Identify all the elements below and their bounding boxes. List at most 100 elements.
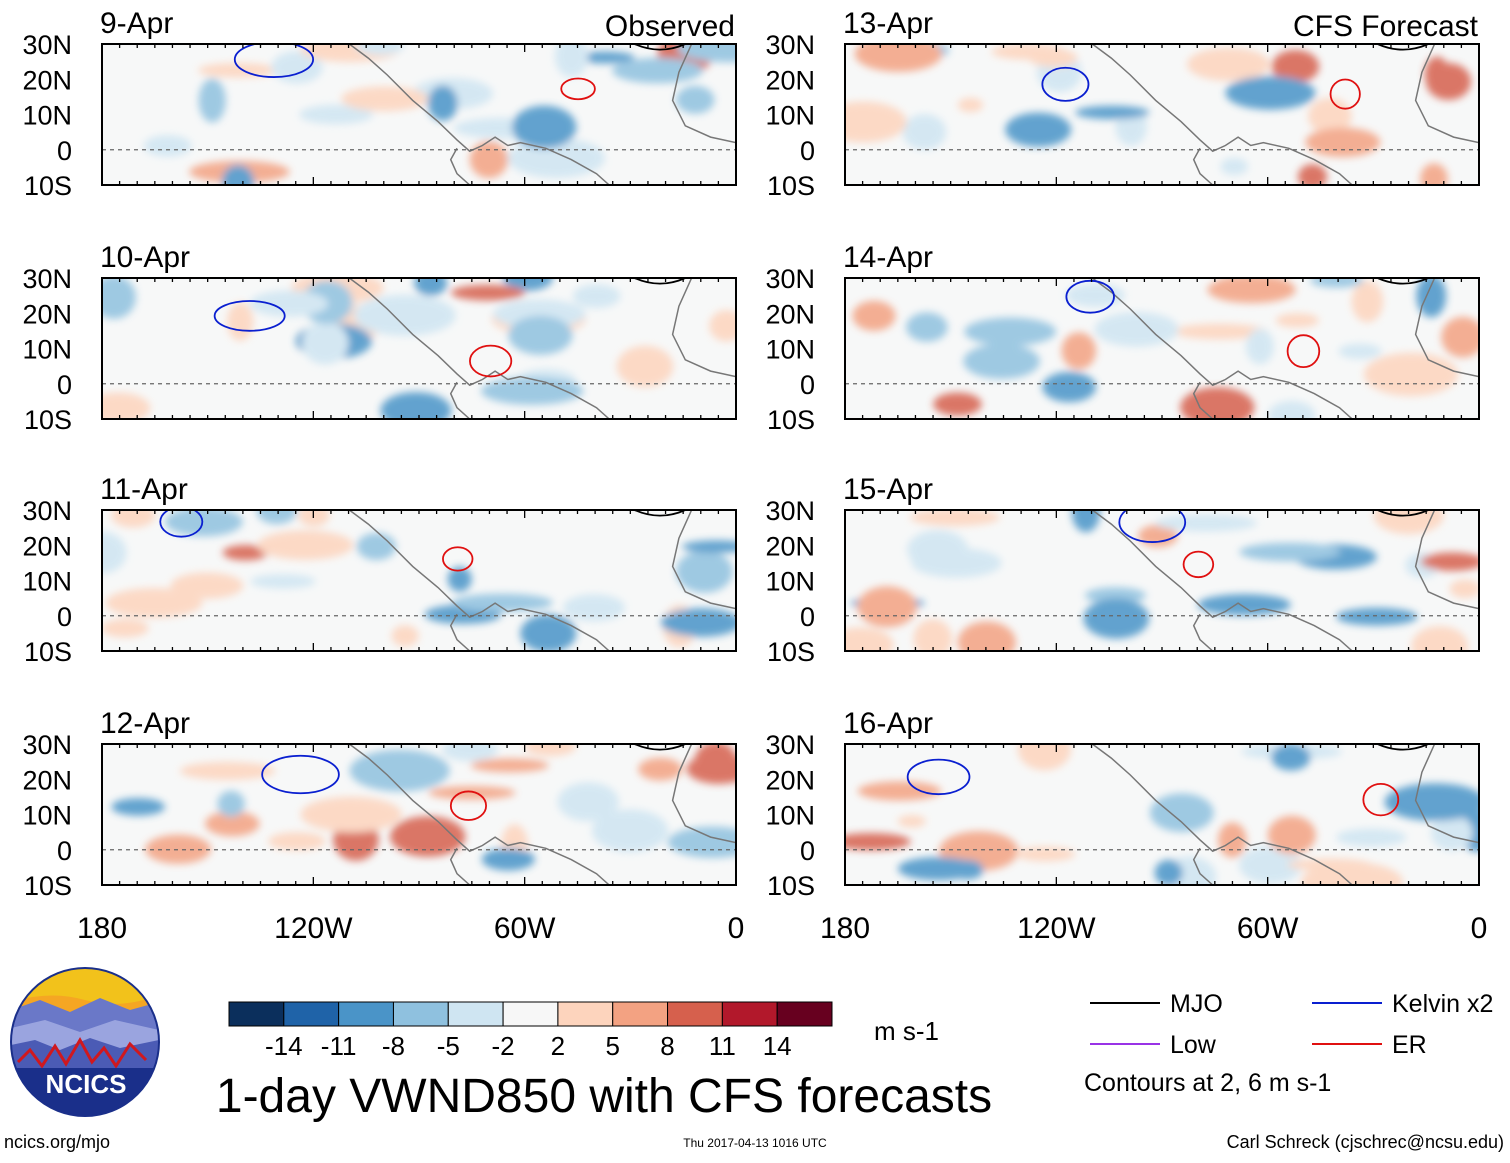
lat-label: 0 [800,836,815,866]
lat-label: 20N [765,299,815,329]
anomaly-shading [845,744,1479,885]
legend-label-er: ER [1392,1031,1427,1059]
panel-date: 15-Apr [843,473,933,506]
coastline [1091,744,1353,885]
lat-label: 0 [800,602,815,632]
lon-label: 60W [1237,912,1299,945]
lat-label: 20N [765,65,815,95]
coastline [671,44,736,144]
anomaly-shading [845,44,1479,185]
map-panel-13-apr: 13-Apr 30N 20N 10N 0 10S [765,7,1480,201]
er-contour [1286,334,1321,369]
footer-credit: Carl Schreck (cjschrec@ncsu.edu) [1227,1132,1504,1152]
colorbar-swatch [721,1001,778,1027]
lon-label: 60W [494,912,556,945]
mjo-contour [634,744,686,751]
mjo-contour [1377,510,1429,517]
legend-label-mjo: MJO [1170,990,1223,1018]
coastline [449,147,471,185]
lat-label: 10N [765,101,815,131]
mjo-contour [1377,278,1429,285]
coastline [348,44,610,185]
lon-label: 0 [728,912,745,945]
lat-label: 10S [24,637,72,667]
er-contour [442,546,474,572]
colorbar-tick-label: 14 [763,1031,792,1061]
colorbar-tick-label: -2 [492,1031,515,1061]
lat-label: 0 [57,370,72,400]
colorbar-tick-label: -11 [321,1031,357,1061]
lat-label: 20N [22,531,72,561]
colorbar-tick-label: 2 [551,1031,565,1061]
panel-date: 14-Apr [843,241,933,274]
coastline [671,744,736,844]
kelvin-contour [159,510,204,538]
lat-label: 30N [765,730,815,760]
lon-label: 180 [77,912,127,945]
anomaly-shading [845,510,1479,651]
lat-label: 10S [767,871,815,901]
coastline [348,744,610,885]
footer-url: ncics.org/mjo [4,1132,110,1152]
coastline [1414,278,1479,378]
coastline [1091,510,1353,651]
forecast-label: CFS Forecast [1293,10,1479,43]
colorbar-swatch [776,1001,833,1027]
colorbar-swatch [557,1001,614,1027]
kelvin-contour [1065,279,1115,314]
map-panel-14-apr: 14-Apr 30N 20N 10N 0 10S [765,241,1480,435]
colorbar-tick-label: 8 [660,1031,674,1061]
coastline [671,510,736,610]
kelvin-contour [906,758,971,796]
er-contour [1182,550,1215,579]
colorbar-units: m s-1 [874,1016,939,1046]
er-contour [449,790,487,821]
colorbar-swatch [283,1001,340,1027]
colorbar-tick-label: -8 [382,1031,405,1061]
panel-date: 11-Apr [100,473,188,506]
panel-date: 12-Apr [100,707,190,740]
map-panel-10-apr: 10-Apr 30N 20N 10N 0 10S [22,241,737,435]
observed-label: Observed [605,10,735,43]
kelvin-contour [233,44,315,78]
panel-date: 13-Apr [843,7,933,40]
lat-label: 10N [22,567,72,597]
lat-label: 10S [767,171,815,201]
kelvin-contour [213,300,286,332]
lat-label: 20N [765,765,815,795]
map-background [845,44,1479,185]
lat-label: 0 [57,136,72,166]
coastline [449,613,471,651]
legend-label-low: Low [1170,1031,1217,1059]
mjo-contour [634,510,686,517]
lat-label: 10N [22,101,72,131]
lat-label: 10N [22,335,72,365]
lat-label: 30N [22,730,72,760]
kelvin-contour [1041,66,1090,102]
map-panel-12-apr: 12-Apr 30N 20N 10N 0 10S [22,707,737,901]
colorbar-swatch [392,1001,449,1027]
colorbar-tick-label: -5 [437,1031,460,1061]
legend-label-kelvin: Kelvin x2 [1392,990,1493,1018]
lon-label: 0 [1471,912,1488,945]
colorbar-swatch [612,1001,669,1027]
colorbar-tick-label: 11 [709,1031,736,1061]
lon-label: 120W [1017,912,1096,945]
footer-timestamp: Thu 2017-04-13 1016 UTC [683,1136,827,1150]
kelvin-contour [261,754,340,795]
anomaly-shading [143,44,736,185]
lat-label: 20N [765,531,815,561]
panel-date: 16-Apr [843,707,933,740]
panel-date: 10-Apr [100,241,190,274]
lat-label: 10S [24,405,72,435]
lat-label: 0 [800,370,815,400]
kelvin-contour [1118,510,1187,543]
lat-label: 10N [22,801,72,831]
lat-label: 20N [22,65,72,95]
coastline [449,381,471,419]
coastline [1192,147,1214,185]
coastline [1091,278,1353,419]
coastline [1414,44,1479,144]
colorbar: -14 -11 -8 -5 -2 2 5 8 11 14 [228,1001,833,1061]
